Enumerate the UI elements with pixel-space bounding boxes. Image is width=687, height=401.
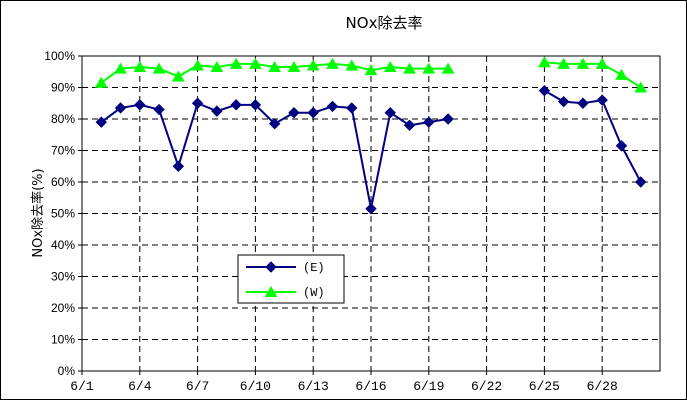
x-tick-label: 6/16: [355, 379, 386, 394]
data-point-w: [152, 62, 166, 74]
data-point-e: [635, 176, 647, 188]
data-point-e: [615, 140, 628, 152]
data-point-w: [94, 76, 108, 88]
y-axis-label: NOx除去率(%): [30, 168, 46, 257]
x-axis: 6/1 6/4 6/7 6/10 6/13 6/16 6/19 6/22 6/25 6/28: [70, 371, 618, 394]
data-point-e: [577, 97, 589, 109]
data-point-w: [210, 61, 224, 73]
data-point-e: [384, 106, 396, 119]
series-line-e: [543, 89, 642, 183]
y-tick-label: 30%: [51, 270, 75, 284]
data-point-e: [134, 99, 146, 111]
legend-entry-e: (E): [246, 261, 325, 275]
y-axis: 0% 10% 20% 30% 40% 50% 60% 70% 80% 90% 100%: [44, 49, 82, 378]
x-tick-label: 6/13: [298, 379, 329, 394]
legend: (E) (W): [237, 254, 345, 304]
data-point-e: [230, 99, 242, 111]
x-tick-label: 6/28: [587, 379, 618, 394]
x-tick-label: 6/1: [70, 379, 94, 394]
legend-marker-w: [264, 286, 278, 297]
data-point-e: [596, 94, 608, 106]
data-point-w: [364, 64, 378, 76]
data-point-w: [229, 57, 243, 69]
data-point-w: [576, 57, 590, 69]
data-point-e: [442, 113, 454, 125]
x-tick-label: 6/4: [128, 379, 152, 394]
series-line-w: [544, 61, 642, 89]
x-tick-label: 6/22: [471, 379, 502, 394]
data-point-e: [114, 102, 127, 114]
data-point-e: [211, 105, 223, 117]
x-tick-label: 6/19: [413, 379, 444, 394]
data-point-w: [249, 57, 262, 69]
data-point-w: [345, 59, 359, 71]
y-tick-label: 100%: [44, 49, 75, 63]
data-point-w: [441, 62, 455, 74]
legend-box: [237, 254, 345, 304]
data-point-w: [383, 61, 397, 73]
data-point-w: [326, 57, 339, 69]
data-point-e: [538, 84, 551, 97]
series-layer: [94, 56, 648, 215]
y-tick-label: 50%: [51, 207, 75, 221]
data-point-e: [268, 118, 281, 130]
legend-items: (E) (W): [246, 261, 325, 300]
data-point-e: [423, 116, 435, 128]
data-point-w: [114, 62, 127, 74]
y-tick-label: 40%: [51, 238, 75, 252]
data-point-e: [191, 97, 204, 109]
data-point-e: [95, 116, 107, 128]
legend-label-e: (E): [303, 261, 325, 275]
legend-label-w: (W): [303, 286, 325, 300]
data-point-w: [191, 59, 204, 71]
data-point-w: [422, 62, 436, 74]
data-point-e: [172, 160, 185, 172]
data-point-w: [287, 61, 301, 73]
data-point-w: [171, 70, 185, 82]
chart-title: NOx除去率: [346, 14, 423, 32]
data-point-e: [403, 119, 416, 132]
data-point-w: [306, 59, 320, 71]
data-point-e: [557, 95, 570, 108]
y-tick-label: 20%: [51, 301, 75, 315]
y-tick-label: 80%: [51, 112, 75, 126]
data-point-e: [307, 106, 319, 119]
data-point-w: [595, 57, 609, 69]
data-point-w: [557, 57, 571, 69]
data-point-w: [268, 61, 282, 73]
data-point-w: [133, 61, 147, 73]
data-point-e: [365, 203, 377, 215]
data-point-e: [288, 106, 300, 119]
legend-marker-e: [265, 261, 277, 273]
x-tick-label: 6/7: [186, 379, 209, 394]
data-point-e: [153, 103, 165, 116]
data-point-e: [346, 102, 358, 114]
legend-entry-w: (W): [246, 286, 325, 300]
series-e: [95, 84, 647, 215]
x-tick-label: 6/25: [529, 379, 560, 394]
y-tick-label: 70%: [51, 144, 75, 158]
data-point-w: [403, 62, 416, 74]
y-tick-label: 90%: [51, 81, 75, 95]
data-point-w: [538, 56, 551, 68]
series-w: [94, 56, 648, 93]
y-tick-label: 0%: [58, 364, 76, 378]
data-point-w: [615, 68, 628, 80]
data-point-e: [326, 100, 339, 113]
y-tick-label: 60%: [51, 175, 75, 189]
data-point-w: [634, 81, 648, 93]
y-tick-label: 10%: [51, 333, 75, 347]
data-point-e: [249, 99, 262, 111]
x-tick-label: 6/10: [240, 379, 271, 394]
